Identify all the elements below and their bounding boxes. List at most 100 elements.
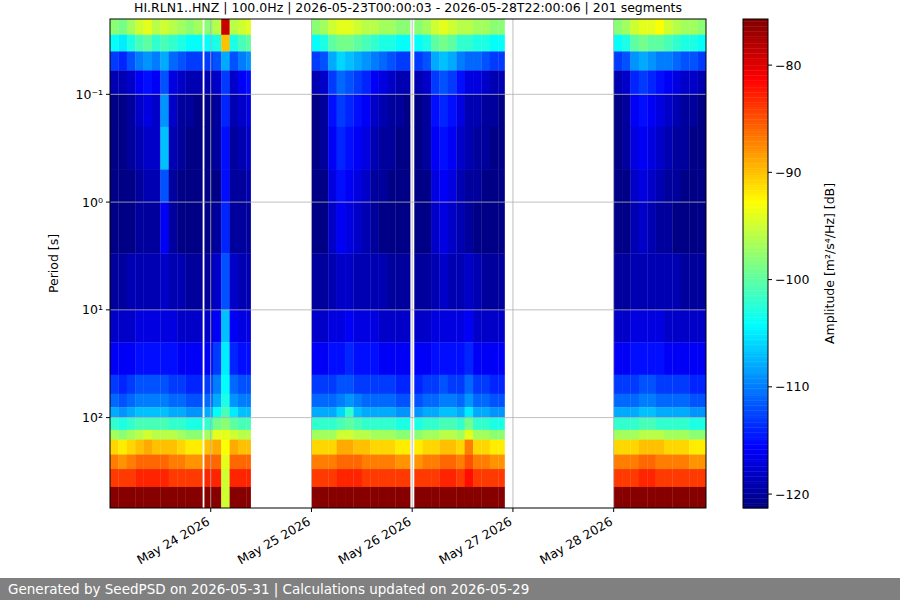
cell — [689, 487, 698, 508]
cell — [246, 375, 250, 394]
cell — [152, 170, 161, 203]
cell — [681, 455, 690, 470]
cell — [213, 35, 222, 52]
cell — [630, 469, 639, 487]
cell — [221, 430, 230, 440]
cell — [135, 455, 144, 470]
cell — [664, 487, 673, 508]
colorbar-strip — [743, 161, 768, 164]
cell — [379, 342, 388, 375]
cell — [337, 418, 346, 431]
cell — [160, 375, 169, 394]
cell — [698, 310, 706, 343]
cell — [194, 253, 203, 310]
cell — [110, 440, 119, 455]
cell — [490, 418, 499, 431]
cell — [337, 127, 346, 170]
cell — [238, 430, 247, 440]
cell — [194, 394, 203, 408]
cell — [160, 70, 169, 94]
cell — [213, 455, 222, 470]
colorbar-strip — [743, 73, 768, 76]
cell — [689, 170, 698, 203]
cell — [152, 253, 161, 310]
tick — [106, 417, 110, 418]
cell — [311, 170, 320, 203]
colorbar-strip — [743, 352, 768, 355]
cell — [177, 127, 186, 170]
cell — [177, 342, 186, 375]
colorbar-strip — [743, 102, 768, 105]
cell — [328, 202, 337, 254]
cell — [465, 94, 474, 127]
cell — [490, 487, 499, 508]
cell — [423, 170, 432, 203]
cell — [481, 19, 490, 35]
cell — [473, 455, 482, 470]
cell — [448, 455, 457, 470]
cell — [135, 418, 144, 431]
colorbar-strip — [743, 469, 768, 472]
cell — [689, 342, 698, 375]
cell — [328, 51, 337, 70]
cell — [320, 487, 329, 508]
tick — [311, 508, 312, 512]
cell — [221, 407, 230, 418]
colorbar-strip — [743, 425, 768, 428]
cell — [221, 394, 230, 408]
cell — [681, 407, 690, 418]
cell — [630, 202, 639, 254]
cell — [414, 310, 423, 343]
cell — [213, 253, 222, 310]
cell — [404, 70, 411, 94]
cell — [213, 375, 222, 394]
cell — [439, 94, 448, 127]
colorbar-strip — [743, 408, 768, 411]
colorbar-strip — [743, 293, 768, 296]
cell — [144, 51, 153, 70]
cell — [647, 253, 656, 310]
cell — [423, 51, 432, 70]
colorbar-strip — [743, 344, 768, 347]
cell — [639, 94, 648, 127]
colorbar-strip — [743, 212, 768, 215]
cell — [431, 310, 440, 343]
cell — [498, 487, 505, 508]
cell — [630, 310, 639, 343]
colorbar-strip — [743, 53, 768, 56]
cell — [221, 70, 230, 94]
cell — [672, 342, 681, 375]
cell — [353, 469, 362, 487]
cell — [614, 310, 623, 343]
cell — [144, 70, 153, 94]
cell — [311, 418, 320, 431]
cell — [439, 394, 448, 408]
cell — [144, 127, 153, 170]
cell — [698, 253, 706, 310]
cell — [118, 35, 127, 52]
cell — [639, 310, 648, 343]
cell — [681, 202, 690, 254]
cell — [431, 440, 440, 455]
colorbar-strip — [743, 459, 768, 462]
cell — [423, 253, 432, 310]
cell — [465, 170, 474, 203]
cell — [698, 394, 706, 408]
cell — [353, 94, 362, 127]
colorbar-tick-label: −110 — [775, 379, 809, 394]
cell — [614, 487, 623, 508]
cell — [246, 19, 250, 35]
cell — [639, 430, 648, 440]
cell — [362, 19, 371, 35]
cell — [387, 418, 396, 431]
cell — [481, 35, 490, 52]
cell — [639, 455, 648, 470]
colorbar-strip — [743, 202, 768, 205]
cell — [238, 170, 247, 203]
cell — [481, 202, 490, 254]
cell — [622, 202, 631, 254]
cell — [246, 170, 250, 203]
cell — [328, 487, 337, 508]
cell — [647, 170, 656, 203]
cell — [370, 487, 379, 508]
